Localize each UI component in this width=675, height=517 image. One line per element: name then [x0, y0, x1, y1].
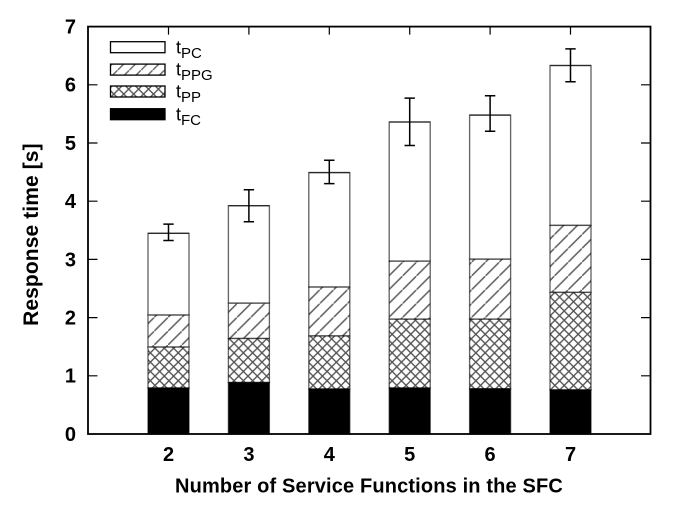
svg-text:3: 3 — [243, 444, 254, 466]
svg-text:4: 4 — [65, 191, 77, 213]
svg-text:Number of Service Functions in: Number of Service Functions in the SFC — [175, 475, 563, 497]
svg-text:0: 0 — [65, 424, 76, 446]
svg-text:1: 1 — [65, 366, 76, 388]
svg-text:6: 6 — [65, 75, 76, 97]
svg-text:2: 2 — [163, 444, 174, 466]
svg-text:2: 2 — [65, 308, 76, 330]
svg-text:7: 7 — [65, 17, 76, 39]
svg-text:7: 7 — [565, 444, 576, 466]
svg-text:5: 5 — [404, 444, 415, 466]
svg-text:4: 4 — [324, 444, 336, 466]
svg-text:5: 5 — [65, 133, 76, 155]
svg-text:Response time [s]: Response time [s] — [20, 143, 43, 326]
svg-text:3: 3 — [65, 249, 76, 271]
svg-text:6: 6 — [485, 444, 496, 466]
svg-text:tPC: tPC — [176, 37, 202, 62]
svg-text:tFC: tFC — [176, 104, 201, 129]
